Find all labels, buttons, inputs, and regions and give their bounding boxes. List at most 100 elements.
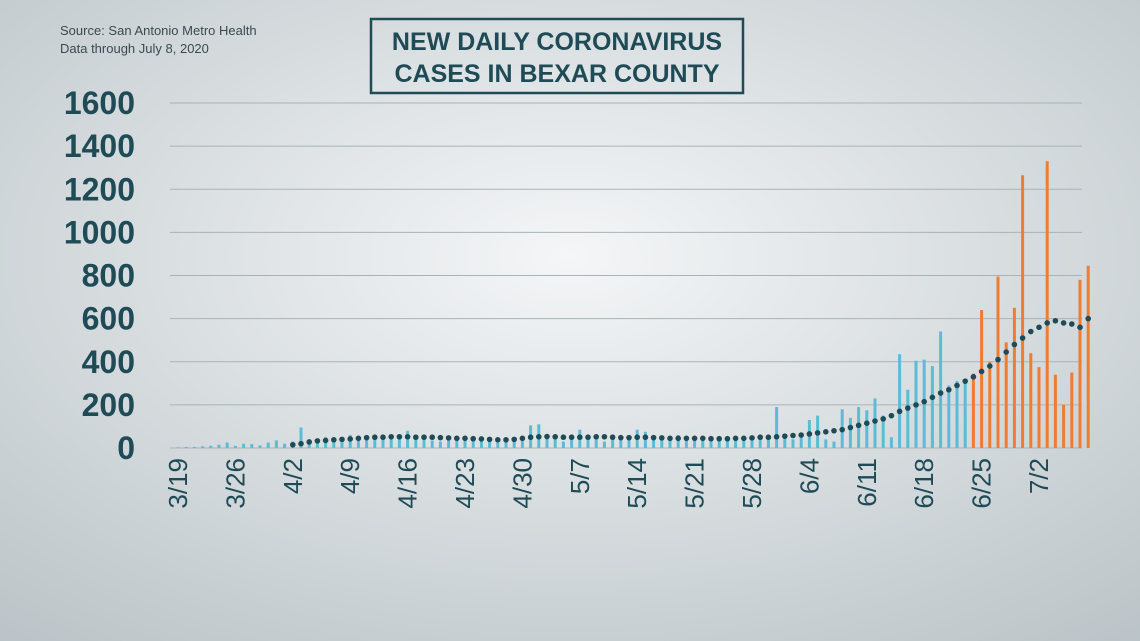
trend-dot xyxy=(937,390,944,396)
bar xyxy=(1078,279,1082,448)
trend-dot xyxy=(1085,315,1091,322)
trend-dot xyxy=(880,416,886,422)
bar xyxy=(1004,342,1008,448)
x-tick-label: 6/18 xyxy=(909,458,939,509)
trend-dot xyxy=(962,378,968,384)
bar xyxy=(889,437,893,448)
y-tick-label: 1400 xyxy=(64,128,135,164)
trend-dot xyxy=(700,435,706,442)
y-tick-label: 200 xyxy=(82,387,135,423)
bar xyxy=(783,435,787,448)
x-tick-label: 7/2 xyxy=(1024,458,1054,494)
x-tick-label: 4/23 xyxy=(450,458,480,509)
trend-dot xyxy=(486,436,493,443)
trend-dot xyxy=(1028,328,1034,335)
trend-dot xyxy=(552,433,558,440)
bar xyxy=(225,442,229,448)
bar xyxy=(955,381,959,448)
bar xyxy=(652,439,656,448)
trend-dot xyxy=(429,434,436,441)
y-tick-label: 400 xyxy=(82,344,135,380)
bar xyxy=(373,438,377,448)
trend-dot xyxy=(421,434,427,441)
x-tick-label: 4/16 xyxy=(393,458,423,509)
bar xyxy=(848,417,852,448)
bar xyxy=(980,310,984,448)
bar xyxy=(504,441,508,448)
bar xyxy=(930,366,934,448)
trend-dot xyxy=(495,437,501,443)
y-tick-label: 1000 xyxy=(64,214,135,250)
trend-dot xyxy=(716,435,722,442)
bar xyxy=(250,444,254,448)
trend-dot xyxy=(314,438,321,444)
note: Data through July 8, 2020 xyxy=(60,41,209,56)
trend-dot xyxy=(1060,320,1067,326)
trend-dot xyxy=(355,435,362,442)
trend-dot xyxy=(765,434,772,441)
trend-dot xyxy=(503,437,509,443)
trend-dot xyxy=(339,436,345,443)
trend-dot xyxy=(634,434,640,441)
bar xyxy=(266,442,270,448)
bar xyxy=(742,437,746,448)
trend-dot xyxy=(905,405,911,411)
trend-dot xyxy=(404,433,411,440)
trend-dot xyxy=(544,433,550,440)
trend-dot xyxy=(593,433,599,440)
trend-dot xyxy=(1011,341,1018,348)
trend-dot xyxy=(847,424,854,431)
bar xyxy=(881,415,885,448)
chart-title: CASES IN BEXAR COUNTY xyxy=(394,60,719,88)
x-tick-label: 4/30 xyxy=(507,458,537,509)
trend-dot xyxy=(659,435,665,441)
trend-dot xyxy=(290,441,296,448)
title-box xyxy=(369,17,745,95)
trend-dot xyxy=(724,435,731,442)
bar xyxy=(184,446,188,448)
bar xyxy=(611,438,615,448)
bar xyxy=(545,435,549,448)
bar xyxy=(455,438,459,448)
x-tick-label: 5/14 xyxy=(622,458,652,509)
bar xyxy=(775,407,779,448)
bar xyxy=(512,440,516,448)
bar xyxy=(438,441,442,448)
trend-dot xyxy=(454,435,460,442)
trend-dot xyxy=(396,433,403,440)
bar xyxy=(1062,404,1066,448)
trend-dot xyxy=(864,420,870,427)
trend-dot xyxy=(995,356,1001,363)
trend-dot xyxy=(437,434,444,441)
y-tick-label: 1600 xyxy=(64,85,135,121)
trend-dot xyxy=(413,434,419,441)
bar xyxy=(684,436,688,448)
x-tick-label: 3/19 xyxy=(163,458,193,509)
bar xyxy=(734,438,738,448)
bar xyxy=(422,439,426,448)
trend-dot xyxy=(831,427,837,434)
trend-dot xyxy=(577,434,583,441)
trend-dot xyxy=(872,418,878,424)
source: Source: San Antonio Metro Health xyxy=(60,23,257,38)
trend-dot xyxy=(1044,320,1050,326)
trend-dot xyxy=(896,408,903,415)
trend-dot xyxy=(888,412,895,419)
trend-dot xyxy=(650,434,657,441)
bar xyxy=(791,439,795,448)
trend-dot xyxy=(806,431,813,437)
bar xyxy=(192,446,196,448)
trend-dot xyxy=(954,382,960,389)
bar xyxy=(586,437,590,448)
bar xyxy=(233,445,237,448)
trend-dot xyxy=(839,426,845,433)
trend-dot xyxy=(913,402,919,408)
bar xyxy=(479,440,483,448)
bar xyxy=(963,379,967,448)
trend-dot xyxy=(445,435,452,441)
bar xyxy=(627,439,631,448)
x-tick-label: 4/2 xyxy=(278,458,308,494)
bar xyxy=(939,331,943,448)
